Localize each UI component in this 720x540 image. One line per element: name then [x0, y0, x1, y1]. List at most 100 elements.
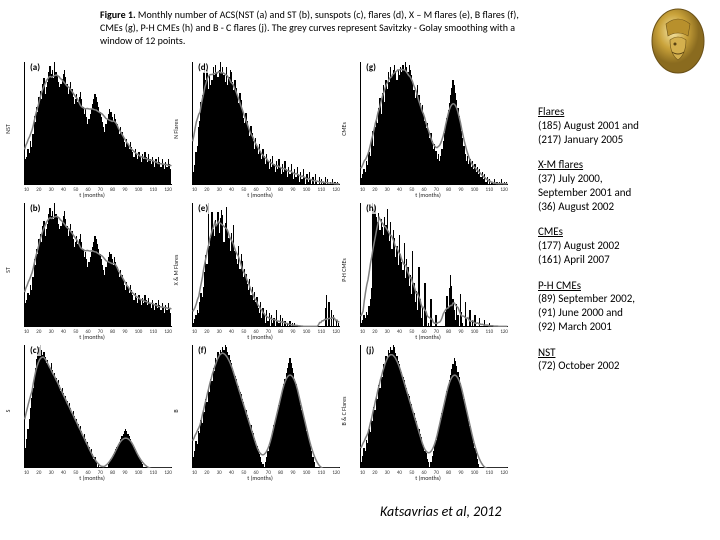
x-ticks: 102030405060708090100110120	[192, 187, 340, 193]
x-tick: 70	[98, 187, 103, 193]
x-tick: 100	[471, 329, 479, 335]
caption-prefix: Figure 1.	[100, 8, 136, 21]
data-bar	[326, 295, 327, 326]
annotation-line: (72) October 2002	[538, 359, 706, 373]
data-bar	[262, 464, 263, 467]
x-tick: 10	[360, 329, 365, 335]
annotation-line: (185) August 2001 and	[538, 119, 706, 133]
data-bar	[496, 182, 497, 185]
data-bar	[294, 323, 295, 326]
data-bar	[170, 313, 171, 326]
x-tick: 80	[446, 470, 451, 476]
data-bar	[489, 323, 490, 326]
x-ticks: 102030405060708090100110120	[360, 329, 508, 335]
x-tick: 70	[98, 329, 103, 335]
plot-area	[360, 62, 508, 185]
x-tick: 100	[471, 470, 479, 476]
x-tick: 100	[303, 187, 311, 193]
x-tick: 20	[372, 187, 377, 193]
data-bar	[269, 313, 270, 326]
x-tick: 20	[36, 187, 41, 193]
x-tick: 50	[73, 329, 78, 335]
x-tick: 80	[278, 470, 283, 476]
x-tick: 110	[150, 470, 158, 476]
x-tick: 120	[332, 187, 340, 193]
x-tick: 40	[61, 470, 66, 476]
data-bar	[469, 310, 470, 326]
caption-text: Monthly number of ACS(NST (a) and ST (b)…	[100, 8, 519, 47]
plot-area	[24, 203, 172, 326]
figure-caption: Figure 1. Monthly number of ACS(NST (a) …	[100, 8, 520, 47]
x-tick: 120	[500, 329, 508, 335]
citation: Katsavrias et al, 2012	[380, 503, 501, 520]
data-bar	[466, 318, 467, 326]
x-tick: 110	[318, 329, 326, 335]
x-tick: 10	[24, 470, 29, 476]
x-tick: 70	[434, 329, 439, 335]
y-axis-label: S	[4, 410, 12, 413]
y-axis-label: CMEs	[340, 122, 348, 136]
data-bar	[273, 318, 274, 326]
panel-grid: (a)NSTt (months)102030405060708090100110…	[10, 60, 510, 480]
x-tick: 50	[409, 329, 414, 335]
x-tick: 40	[397, 329, 402, 335]
data-bar	[284, 321, 285, 326]
x-tick: 20	[36, 470, 41, 476]
chart-panel: (f)Bt (months)10203040506070809010011012…	[178, 343, 342, 480]
data-bar	[312, 177, 313, 185]
x-tick: 30	[217, 470, 222, 476]
x-tick: 40	[61, 329, 66, 335]
x-tick: 80	[446, 329, 451, 335]
data-bar	[457, 315, 458, 326]
x-tick: 100	[135, 470, 143, 476]
x-tick: 110	[486, 470, 494, 476]
x-tick: 70	[266, 329, 271, 335]
x-tick: 30	[385, 470, 390, 476]
x-tick: 50	[409, 187, 414, 193]
chart-panel: (j)B & C Flarest (months)102030405060708…	[346, 343, 510, 480]
x-tick: 90	[290, 187, 295, 193]
plot-area	[360, 345, 508, 468]
x-tick: 80	[278, 187, 283, 193]
x-tick: 10	[192, 329, 197, 335]
data-bar	[316, 182, 317, 185]
data-bar	[479, 318, 480, 326]
annotation-line: (177) August 2002	[538, 239, 706, 253]
x-tick: 60	[421, 470, 426, 476]
x-ticks: 102030405060708090100110120	[360, 470, 508, 476]
x-tick: 100	[303, 470, 311, 476]
side-annotations: Flares(185) August 2001 and(217) January…	[538, 105, 706, 385]
x-tick: 110	[486, 187, 494, 193]
x-tick: 10	[360, 470, 365, 476]
x-ticks: 102030405060708090100110120	[360, 187, 508, 193]
data-bar	[289, 321, 290, 326]
x-tick: 50	[73, 470, 78, 476]
data-bar	[282, 318, 283, 326]
panel-label: (d)	[196, 62, 210, 73]
x-tick: 30	[49, 329, 54, 335]
x-tick: 40	[229, 329, 234, 335]
x-tick: 90	[122, 187, 127, 193]
data-bar	[330, 182, 331, 185]
x-tick: 30	[217, 329, 222, 335]
y-axis-label: X & M Flares	[172, 255, 180, 286]
annotation-line: (89) September 2002,	[538, 292, 706, 306]
x-tick: 120	[164, 329, 172, 335]
data-bar	[338, 323, 339, 326]
x-tick: 70	[98, 470, 103, 476]
x-tick: 40	[397, 187, 402, 193]
data-bar	[501, 179, 502, 184]
x-tick: 10	[360, 187, 365, 193]
data-bar	[499, 182, 500, 185]
x-tick: 10	[24, 329, 29, 335]
x-tick: 20	[204, 470, 209, 476]
panel-label: (c)	[28, 345, 41, 356]
x-tick: 80	[446, 187, 451, 193]
x-tick: 110	[486, 329, 494, 335]
x-tick: 80	[110, 187, 115, 193]
data-bar	[328, 302, 329, 325]
data-bar	[336, 321, 337, 326]
data-bar	[334, 182, 335, 185]
x-tick: 20	[204, 329, 209, 335]
data-bar	[474, 315, 475, 326]
